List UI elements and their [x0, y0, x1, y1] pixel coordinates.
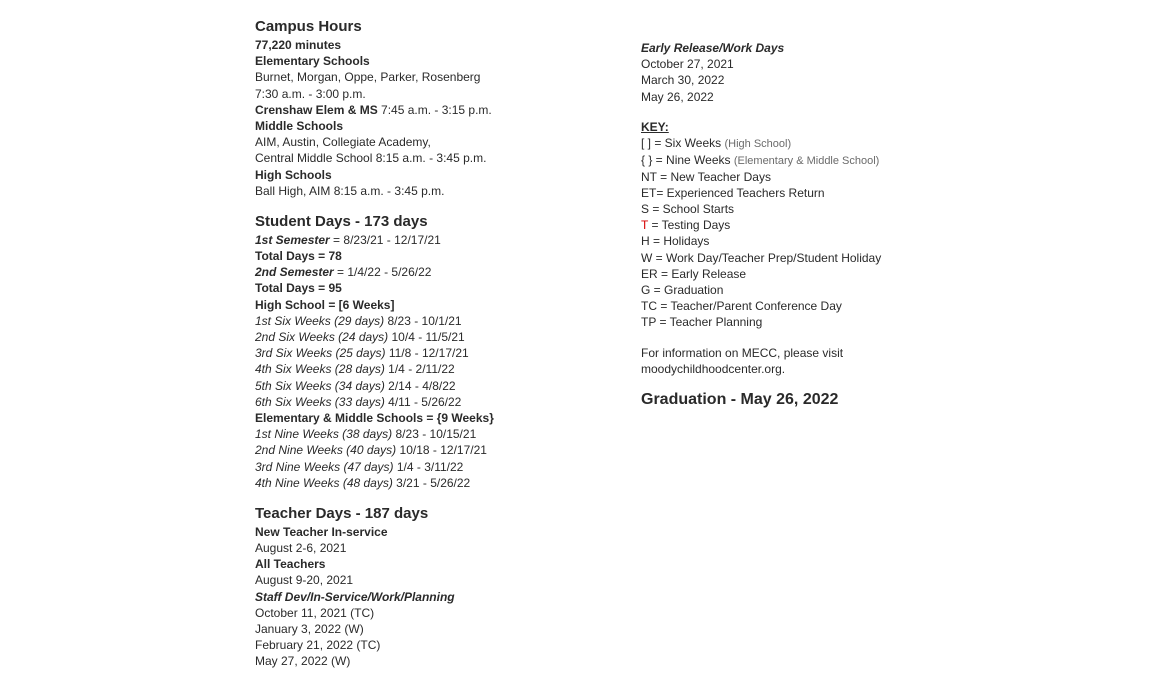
campus-minutes: 77,220 minutes [255, 37, 545, 53]
key-11: TC = Teacher/Parent Conference Day [641, 298, 951, 314]
sem1-val: = 8/23/21 - 12/17/21 [330, 233, 441, 247]
key-2a: { } = Nine Weeks [641, 153, 734, 167]
sem2-label: 2nd Semester [255, 265, 334, 279]
six2-val: 10/4 - 11/5/21 [388, 330, 465, 344]
key-9: ER = Early Release [641, 266, 951, 282]
middle-time: Central Middle School 8:15 a.m. - 3:45 p… [255, 150, 545, 166]
key-3: NT = New Teacher Days [641, 169, 951, 185]
total-days-1: Total Days = 78 [255, 248, 545, 264]
elementary-label: Elementary Schools [255, 53, 545, 69]
sem1-label: 1st Semester [255, 233, 330, 247]
staff-1: October 11, 2021 (TC) [255, 605, 545, 621]
crenshaw-line: Crenshaw Elem & MS 7:45 a.m. - 3:15 p.m. [255, 102, 545, 118]
early-release-title: Early Release/Work Days [641, 40, 951, 56]
early-release-2: March 30, 2022 [641, 72, 951, 88]
ems-nine-weeks-label: Elementary & Middle Schools = {9 Weeks} [255, 410, 545, 426]
new-teacher-label: New Teacher In-service [255, 524, 545, 540]
new-teacher-val: August 2-6, 2021 [255, 540, 545, 556]
six4-val: 1/4 - 2/11/22 [385, 362, 455, 376]
six5-label: 5th Six Weeks (34 days) [255, 379, 385, 393]
early-release-3: May 26, 2022 [641, 89, 951, 105]
nine4-label: 4th Nine Weeks (48 days) [255, 476, 393, 490]
key-1b: (High School) [724, 138, 791, 150]
six3-val: 11/8 - 12/17/21 [386, 346, 469, 360]
staff-3: February 21, 2022 (TC) [255, 637, 545, 653]
early-release-1: October 27, 2021 [641, 56, 951, 72]
six3-label: 3rd Six Weeks (25 days) [255, 346, 386, 360]
six1-val: 8/23 - 10/1/21 [384, 314, 461, 328]
six-weeks-4: 4th Six Weeks (28 days) 1/4 - 2/11/22 [255, 361, 545, 377]
teacher-days-section: Teacher Days - 187 days New Teacher In-s… [255, 505, 545, 670]
key-10: G = Graduation [641, 282, 951, 298]
student-days-title: Student Days - 173 days [255, 213, 545, 230]
staff-dev-label: Staff Dev/In-Service/Work/Planning [255, 589, 545, 605]
nine-weeks-1: 1st Nine Weeks (38 days) 8/23 - 10/15/21 [255, 426, 545, 442]
key-4: ET= Experienced Teachers Return [641, 185, 951, 201]
six4-label: 4th Six Weeks (28 days) [255, 362, 385, 376]
nine2-label: 2nd Nine Weeks (40 days) [255, 443, 396, 457]
crenshaw-time: 7:45 a.m. - 3:15 p.m. [378, 103, 492, 117]
graduation-text: Graduation - May 26, 2022 [641, 391, 951, 409]
sem2-val: = 1/4/22 - 5/26/22 [334, 265, 432, 279]
key-1a: [ ] = Six Weeks [641, 136, 724, 150]
six6-val: 4/11 - 5/26/22 [385, 395, 462, 409]
six2-label: 2nd Six Weeks (24 days) [255, 330, 388, 344]
six-weeks-6: 6th Six Weeks (33 days) 4/11 - 5/26/22 [255, 394, 545, 410]
staff-2: January 3, 2022 (W) [255, 621, 545, 637]
campus-hours-section: Campus Hours 77,220 minutes Elementary S… [255, 18, 545, 199]
key-2b: (Elementary & Middle School) [734, 155, 880, 167]
mecc-section: For information on MECC, please visit mo… [641, 345, 951, 377]
total-days-2: Total Days = 95 [255, 280, 545, 296]
staff-4: May 27, 2022 (W) [255, 653, 545, 669]
middle-label: Middle Schools [255, 118, 545, 134]
nine2-val: 10/18 - 12/17/21 [396, 443, 487, 457]
key-7: H = Holidays [641, 233, 951, 249]
six-weeks-2: 2nd Six Weeks (24 days) 10/4 - 11/5/21 [255, 329, 545, 345]
key-6: T = Testing Days [641, 217, 951, 233]
campus-hours-title: Campus Hours [255, 18, 545, 35]
key-12: TP = Teacher Planning [641, 314, 951, 330]
six1-label: 1st Six Weeks (29 days) [255, 314, 384, 328]
sem1-line: 1st Semester = 8/23/21 - 12/17/21 [255, 232, 545, 248]
nine1-val: 8/23 - 10/15/21 [392, 427, 476, 441]
six-weeks-3: 3rd Six Weeks (25 days) 11/8 - 12/17/21 [255, 345, 545, 361]
sem2-line: 2nd Semester = 1/4/22 - 5/26/22 [255, 264, 545, 280]
six-weeks-5: 5th Six Weeks (34 days) 2/14 - 4/8/22 [255, 378, 545, 394]
elementary-list: Burnet, Morgan, Oppe, Parker, Rosenberg [255, 69, 545, 85]
nine3-label: 3rd Nine Weeks (47 days) [255, 460, 394, 474]
key-2: { } = Nine Weeks (Elementary & Middle Sc… [641, 152, 951, 169]
six5-val: 2/14 - 4/8/22 [385, 379, 456, 393]
crenshaw-label: Crenshaw Elem & MS [255, 103, 378, 117]
nine4-val: 3/21 - 5/26/22 [393, 476, 470, 490]
student-days-section: Student Days - 173 days 1st Semester = 8… [255, 213, 545, 491]
key-6b: = Testing Days [648, 218, 730, 232]
early-release-section: Early Release/Work Days October 27, 2021… [641, 40, 951, 105]
nine1-label: 1st Nine Weeks (38 days) [255, 427, 392, 441]
key-1: [ ] = Six Weeks (High School) [641, 135, 951, 152]
key-section: KEY: [ ] = Six Weeks (High School) { } =… [641, 119, 951, 331]
key-8: W = Work Day/Teacher Prep/Student Holida… [641, 250, 951, 266]
high-label: High Schools [255, 167, 545, 183]
nine-weeks-3: 3rd Nine Weeks (47 days) 1/4 - 3/11/22 [255, 459, 545, 475]
teacher-days-title: Teacher Days - 187 days [255, 505, 545, 522]
all-teachers-label: All Teachers [255, 556, 545, 572]
hs-six-weeks-label: High School = [6 Weeks] [255, 297, 545, 313]
elementary-time: 7:30 a.m. - 3:00 p.m. [255, 86, 545, 102]
key-title: KEY: [641, 119, 951, 135]
key-5: S = School Starts [641, 201, 951, 217]
nine-weeks-4: 4th Nine Weeks (48 days) 3/21 - 5/26/22 [255, 475, 545, 491]
nine3-val: 1/4 - 3/11/22 [394, 460, 464, 474]
high-time: Ball High, AIM 8:15 a.m. - 3:45 p.m. [255, 183, 545, 199]
nine-weeks-2: 2nd Nine Weeks (40 days) 10/18 - 12/17/2… [255, 442, 545, 458]
mecc-2: moodychildhoodcenter.org. [641, 361, 951, 377]
six-weeks-1: 1st Six Weeks (29 days) 8/23 - 10/1/21 [255, 313, 545, 329]
all-teachers-val: August 9-20, 2021 [255, 572, 545, 588]
mecc-1: For information on MECC, please visit [641, 345, 951, 361]
middle-list: AIM, Austin, Collegiate Academy, [255, 134, 545, 150]
six6-label: 6th Six Weeks (33 days) [255, 395, 385, 409]
